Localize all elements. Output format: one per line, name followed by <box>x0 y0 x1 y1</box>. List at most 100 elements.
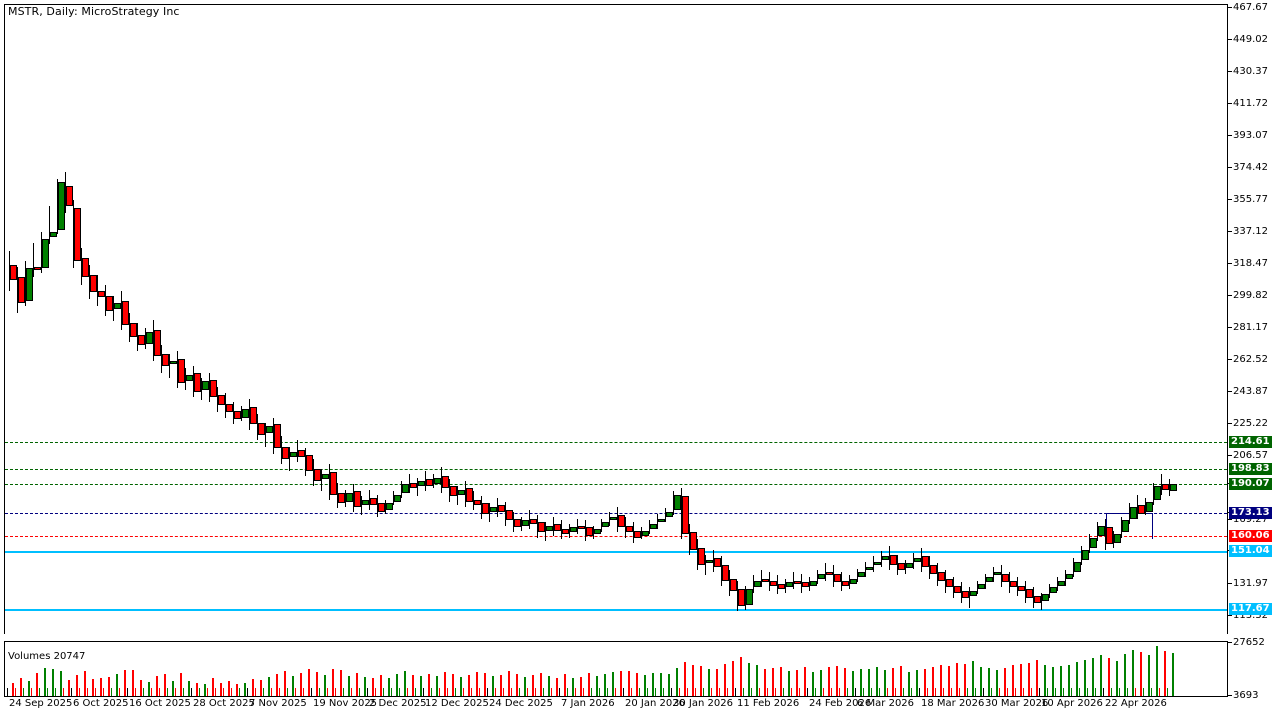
candle-wick <box>241 405 242 421</box>
volume-bar-down <box>100 678 102 696</box>
candle-body-down <box>234 410 241 420</box>
candle-wick <box>825 563 826 581</box>
candle-wick <box>633 522 634 543</box>
level-line-214-61[interactable] <box>5 442 1227 444</box>
price-badge-support-1[interactable]: 151.04 <box>1229 545 1272 558</box>
level-line-160-06[interactable] <box>5 535 1227 537</box>
date-axis-tick <box>791 688 792 696</box>
candle-wick <box>305 448 306 476</box>
candle-wick <box>865 561 866 578</box>
candle-wick <box>185 367 186 391</box>
volume-bar-down <box>556 677 558 696</box>
volume-bar-up <box>348 675 350 696</box>
date-axis-tick <box>415 688 416 696</box>
candle-wick <box>1073 558 1074 578</box>
level-line-190-07[interactable] <box>5 484 1227 486</box>
volume-bar-down <box>948 665 950 696</box>
candle-body-down <box>178 359 185 384</box>
candle-body-down <box>330 472 337 495</box>
level-line-151-04[interactable] <box>5 551 1227 554</box>
candle-wick <box>585 520 586 542</box>
date-axis-tick <box>967 688 968 696</box>
candle-wick <box>1025 580 1026 603</box>
date-axis-tick <box>167 688 168 696</box>
volume-bar-up <box>116 674 118 696</box>
candle-wick <box>1113 530 1114 548</box>
candle-wick <box>137 323 138 351</box>
level-line-173-13[interactable] <box>5 513 1227 515</box>
volume-bar-down <box>68 679 70 696</box>
candle-wick <box>1089 534 1090 554</box>
date-axis-tick <box>215 688 216 696</box>
volume-bar-up <box>548 676 550 696</box>
price-axis-tick-label: 131.97 <box>1233 578 1268 589</box>
volume-bar-up <box>980 667 982 696</box>
volume-bar-up <box>364 676 366 696</box>
price-badge-resistance-2[interactable]: 198.83 <box>1229 463 1272 476</box>
candle-body-up <box>402 484 409 493</box>
volume-bar-up <box>324 674 326 696</box>
date-axis-tick <box>663 688 664 696</box>
candle-body-up <box>1170 484 1177 492</box>
candle-body-down <box>1026 589 1033 598</box>
candle-wick <box>977 580 978 595</box>
candlestick-plot-area[interactable] <box>5 4 1227 634</box>
candle-body-up <box>490 506 497 512</box>
date-axis-tick <box>31 688 32 696</box>
candle-body-down <box>562 529 569 535</box>
price-axis-tick-mark <box>1228 103 1232 104</box>
candle-wick <box>721 556 722 586</box>
candle-body-up <box>706 559 713 564</box>
candle-body-up <box>346 493 353 502</box>
volume-bar-up <box>148 682 150 696</box>
candle-body-down <box>474 499 481 505</box>
volume-bar-up <box>460 677 462 696</box>
level-line-198-83[interactable] <box>5 469 1227 471</box>
volume-bar-down <box>1004 667 1006 696</box>
candle-wick <box>321 468 322 492</box>
date-axis-tick <box>479 688 480 696</box>
volume-bars-area[interactable] <box>5 642 1227 696</box>
date-axis-tick <box>95 688 96 696</box>
candle-wick <box>625 517 626 538</box>
date-axis-tick <box>503 688 504 696</box>
date-axis-tick <box>631 688 632 696</box>
volume-bar-up <box>60 671 62 696</box>
volume-bar-down <box>212 678 214 696</box>
price-axis-tick-mark <box>1228 359 1232 360</box>
date-axis-tick <box>87 688 88 696</box>
volume-bar-down <box>700 666 702 696</box>
volume-bar-down <box>636 673 638 696</box>
price-axis-tick-mark <box>1228 71 1232 72</box>
date-axis-tick <box>527 688 528 696</box>
candle-wick <box>161 345 162 373</box>
price-badge-resistance-3[interactable]: 214.61 <box>1229 436 1272 449</box>
candle-wick <box>33 242 34 277</box>
volume-bar-up <box>972 661 974 696</box>
price-axis-tick-mark <box>1228 519 1232 520</box>
price-badge-pivot[interactable]: 173.13 <box>1229 507 1272 520</box>
date-axis-label: 18 Mar 2026 <box>921 698 985 709</box>
date-axis-label: 19 Nov 2025 <box>313 698 378 709</box>
volume-panel-top-border <box>4 641 1228 642</box>
date-axis-major-tick <box>247 688 248 697</box>
level-line-117-67[interactable] <box>5 608 1227 611</box>
volume-bar-up <box>52 668 54 696</box>
volume-bar-down <box>36 673 38 696</box>
candle-wick <box>489 503 490 523</box>
candle-body-down <box>90 275 97 293</box>
date-axis-major-tick <box>623 688 624 697</box>
date-axis-tick <box>399 688 400 696</box>
date-axis-tick <box>343 688 344 696</box>
price-badge-resistance-1[interactable]: 190.07 <box>1229 478 1272 491</box>
volume-bar-down <box>828 667 830 696</box>
candle-body-down <box>338 493 345 504</box>
price-axis-tick-label: 337.12 <box>1233 226 1268 237</box>
price-badge-entry[interactable]: 160.06 <box>1229 529 1272 542</box>
candle-body-up <box>570 527 577 533</box>
date-axis-tick <box>567 688 568 696</box>
price-badge-support-2[interactable]: 117.67 <box>1229 602 1272 615</box>
candle-body-up <box>458 489 465 495</box>
candle-wick <box>345 489 346 507</box>
candle-wick <box>177 350 178 389</box>
